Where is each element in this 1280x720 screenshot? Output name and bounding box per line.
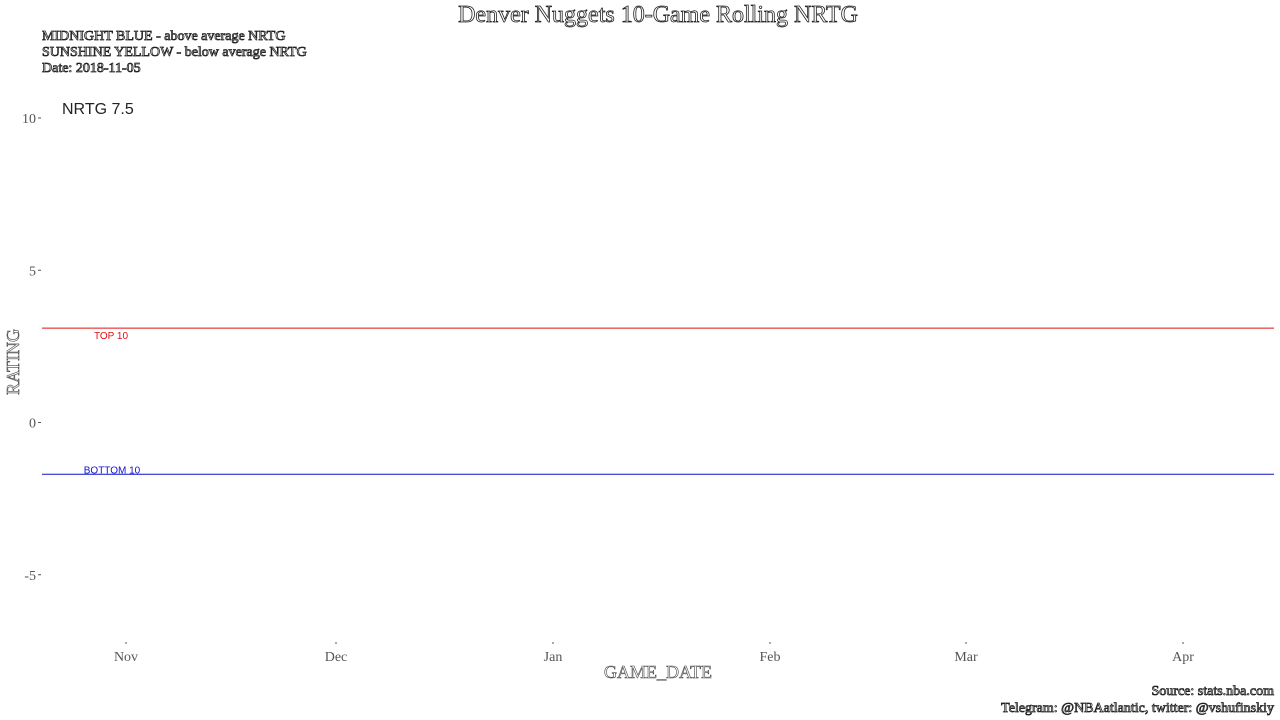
nrtg-annotation: NRTG 7.5 <box>62 101 134 118</box>
subtitle-line-date: Date: 2018-11-05 <box>42 61 141 77</box>
x-tick-label: Dec <box>325 650 348 665</box>
chart-caption: Source: stats.nba.com Telegram: @NBAatla… <box>1001 683 1275 717</box>
y-tick-label: 10 <box>22 112 36 127</box>
x-tick-label: Feb <box>760 650 781 665</box>
subtitle-line-legend-below: SUNSHINE YELLOW - below average NRTG <box>42 45 308 61</box>
reference-lines: TOP 10 BOTTOM 10 <box>42 327 1274 476</box>
reference-line-label: BOTTOM 10 <box>84 465 141 476</box>
chart-title: Denver Nuggets 10-Game Rolling NRTG <box>458 2 859 29</box>
y-tick-label: 0 <box>29 417 36 432</box>
reference-line-label: TOP 10 <box>94 331 129 342</box>
x-tick-label: Nov <box>114 650 138 665</box>
x-tick-label: Apr <box>1172 650 1194 665</box>
y-axis-title: RATING <box>3 329 23 395</box>
y-axis: -5 0 5 10 <box>22 112 41 584</box>
subtitle-line-legend-above: MIDNIGHT BLUE - above average NRTG <box>42 29 286 45</box>
caption-social: Telegram: @NBAatlantic, twitter: @vshufi… <box>1001 701 1275 717</box>
x-tick-label: Jan <box>544 650 563 665</box>
chart-subtitle: MIDNIGHT BLUE - above average NRTG SUNSH… <box>42 29 308 77</box>
y-tick-label: -5 <box>24 569 36 584</box>
caption-source: Source: stats.nba.com <box>1151 684 1274 700</box>
x-tick-label: Mar <box>954 650 978 665</box>
y-tick-label: 5 <box>29 264 36 279</box>
x-axis-title: GAME_DATE <box>604 662 712 682</box>
x-axis: Nov Dec Jan Feb Mar Apr <box>114 642 1194 665</box>
